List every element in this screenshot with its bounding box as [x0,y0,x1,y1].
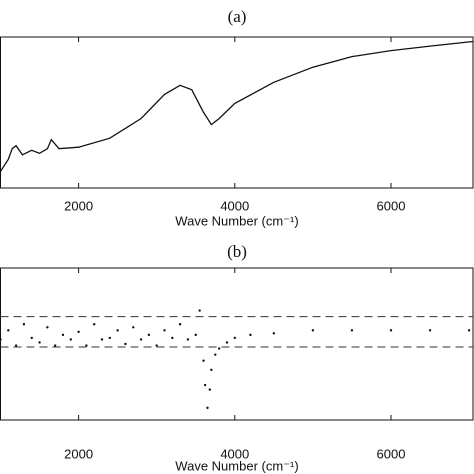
x-tick-label: 6000 [377,198,406,213]
plot-frame [0,36,474,189]
data-line [0,40,474,172]
data-point [198,309,201,312]
data-point [350,329,354,332]
data-point [100,338,104,341]
data-point [178,323,182,326]
data-point [272,332,276,335]
data-point [38,341,41,344]
data-point [214,353,217,356]
x-tick-label: 2000 [64,198,93,213]
data-point [202,359,205,362]
data-point [203,383,207,387]
data-point [194,333,197,337]
data-point [30,336,33,340]
data-point [124,342,127,346]
data-point [163,329,166,332]
data-point [61,333,65,337]
data-point [186,338,190,341]
x-tick-label: 2000 [64,446,93,461]
data-point [217,347,221,350]
data-point [225,341,229,344]
data-point [428,329,432,332]
data-point [155,344,158,347]
x-axis-label: Wave Number (cm⁻¹) [175,458,298,473]
data-point [249,333,252,337]
data-point [108,336,112,340]
data-point [22,323,26,326]
data-point [7,329,10,332]
data-point [233,336,236,340]
data-point [116,329,119,332]
data-point [132,326,135,329]
data-point [53,344,57,347]
data-point [210,368,213,372]
chart-title: (b) [227,242,247,261]
data-point [0,338,2,341]
data-point [171,336,174,340]
data-point [14,344,18,347]
data-point [46,326,49,329]
data-point [208,388,212,391]
data-point [311,329,315,332]
data-point [93,323,96,326]
plot-frame [0,267,474,421]
data-point [139,338,143,341]
x-axis-label: Wave Number (cm⁻¹) [175,213,298,228]
data-point [147,333,151,337]
data-point [85,344,88,347]
x-tick-label: 6000 [377,446,406,461]
data-point [206,406,209,410]
x-tick-label: 4000 [220,198,249,213]
data-point [69,338,72,341]
data-point [77,330,80,334]
chart-title: (a) [228,7,247,26]
data-point [467,329,471,332]
data-point [389,329,393,332]
x-tick-label: 4000 [220,446,249,461]
